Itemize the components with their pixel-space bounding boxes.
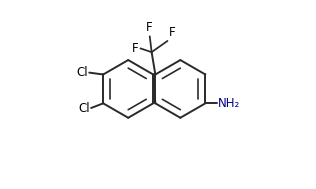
Text: NH₂: NH₂ xyxy=(217,97,240,110)
Text: F: F xyxy=(169,26,176,39)
Text: Cl: Cl xyxy=(77,66,88,79)
Text: F: F xyxy=(146,21,152,34)
Text: F: F xyxy=(132,42,139,55)
Text: Cl: Cl xyxy=(79,101,90,115)
